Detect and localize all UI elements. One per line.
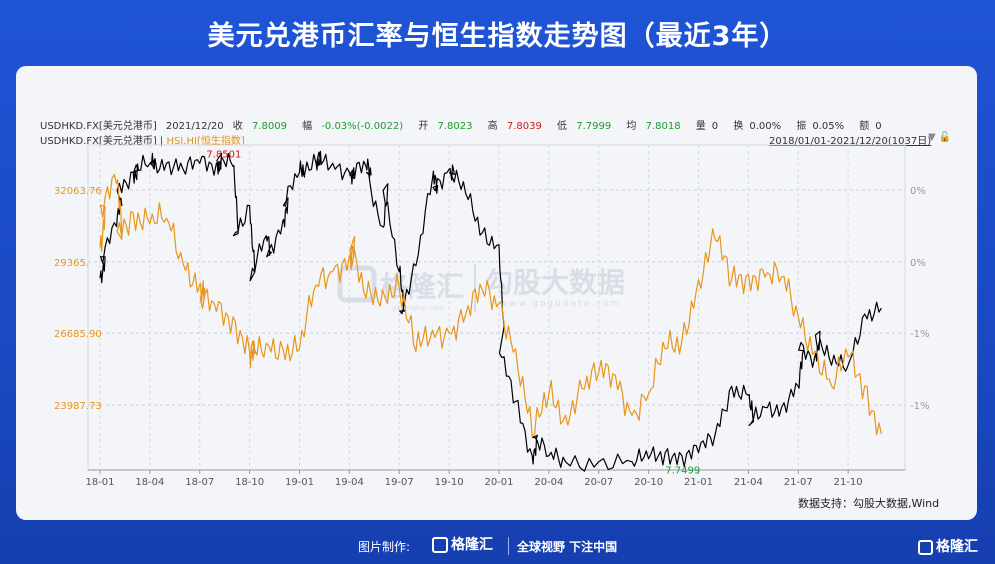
footer-made-by: 图片制作: [358,540,411,554]
open-label: 开 [418,121,429,132]
quote-info-bar: USDHKD.FX[美元兑港币] 2021/12/20 收 7.8009 幅 -… [40,117,894,132]
low-value: 7.7999 [576,121,612,132]
symbol-label: USDHKD.FX[美元兑港币] [40,121,157,132]
quote-date: 2021/12/20 [165,121,224,132]
data-source: 数据支持：勾股大数据,Wind [798,497,940,510]
footer-logo-text: 格隆汇 [451,537,493,553]
amount-label: 额 [859,121,870,132]
footer-slogan: 全球视野 下注中国 [517,540,618,554]
low-label: 低 [557,121,568,132]
turnover-value: 0.00% [749,121,782,132]
amplitude-label: 振 [796,121,807,132]
close-value: 7.8009 [251,121,287,132]
corner-logo-text: 格隆汇 [936,539,978,555]
corner-logo-icon [918,539,933,555]
open-value: 7.8023 [437,121,473,132]
legend-usd[interactable]: USDHKD.FX[美元兑港币] [40,136,157,147]
lock-icon[interactable]: 🔓 [938,132,952,143]
range-controls: ▼ 🔓 [928,132,951,143]
turnover-label: 换 [733,121,744,132]
corner-logo: 格隆汇 [918,536,978,556]
legend-separator: | [159,136,164,147]
change-value: -0.03%(-0.0022) [321,121,404,132]
high-value: 7.8039 [506,121,542,132]
page-title: 美元兑港币汇率与恒生指数走势图（最近3年） [207,21,788,52]
dropdown-icon[interactable]: ▼ [928,132,936,143]
avg-label: 均 [626,121,637,132]
volume-label: 量 [695,121,706,132]
footer-logo: 格隆汇 [432,534,493,554]
avg-value: 7.8018 [645,121,681,132]
high-label: 高 [487,121,498,132]
logo-icon [432,537,448,553]
change-label: 幅 [302,121,313,132]
footer-bar: 图片制作: 格隆汇 全球视野 下注中国 格隆汇 [0,530,995,564]
close-label: 收 [232,121,243,132]
footer-divider [508,537,509,555]
legend-hsi[interactable]: HSI.HI[恒生指数] [166,136,245,147]
amplitude-value: 0.05% [812,121,845,132]
date-range-selector[interactable]: 2018/01/01-2021/12/20(1037日) [769,136,932,147]
amount-value: 0 [875,121,882,132]
series-legend: USDHKD.FX[美元兑港币] | HSI.HI[恒生指数] [40,132,245,147]
volume-value: 0 [711,121,719,132]
